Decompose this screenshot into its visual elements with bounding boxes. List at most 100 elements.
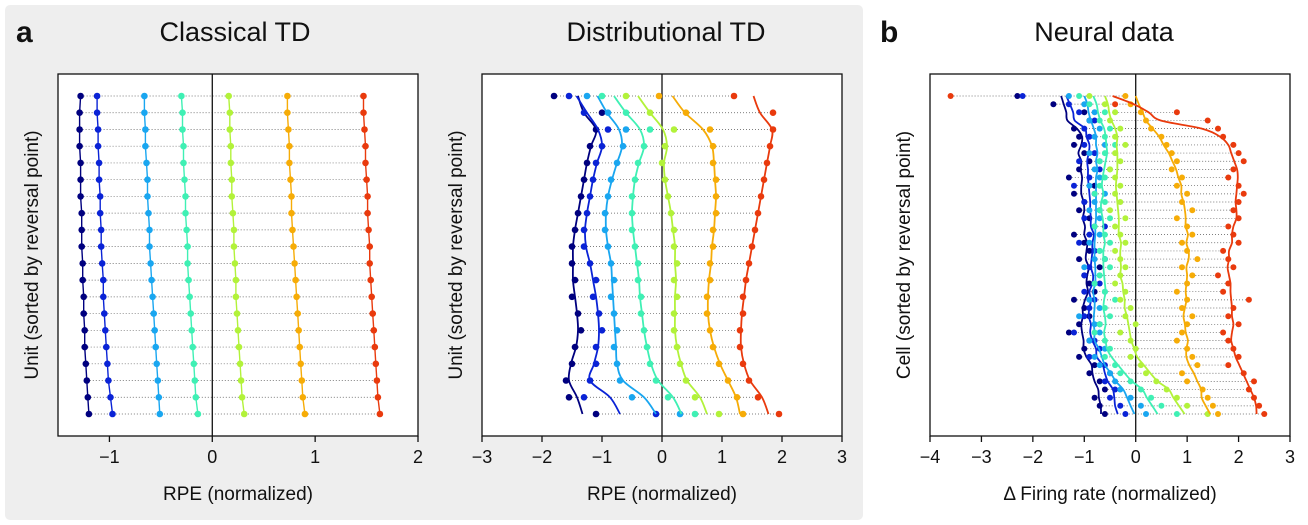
data-point — [607, 260, 615, 267]
data-point — [1122, 288, 1129, 295]
data-point — [1081, 264, 1088, 271]
data-point — [151, 327, 158, 334]
data-point — [598, 142, 606, 150]
data-point — [84, 394, 92, 401]
data-point — [745, 260, 753, 267]
data-point — [628, 394, 636, 401]
data-point — [1107, 394, 1113, 401]
data-point — [670, 126, 678, 133]
data-point — [361, 126, 368, 133]
data-point — [1096, 158, 1103, 165]
data-point — [1112, 190, 1119, 197]
data-point — [364, 209, 371, 217]
data-point — [1137, 386, 1144, 393]
data-point — [1117, 158, 1124, 165]
data-point — [1148, 394, 1155, 401]
data-point — [736, 343, 744, 351]
data-point — [182, 209, 189, 217]
data-point — [100, 293, 107, 301]
data-point — [583, 92, 591, 100]
data-point — [598, 92, 606, 100]
data-point — [288, 193, 295, 200]
data-point — [230, 226, 238, 234]
data-point — [1096, 305, 1103, 311]
data-point — [360, 109, 367, 116]
data-point — [1194, 256, 1201, 263]
data-point — [1096, 272, 1103, 279]
data-point — [1081, 239, 1088, 246]
data-point — [180, 142, 187, 150]
data-point — [1091, 353, 1098, 360]
data-point — [146, 226, 153, 234]
data-point — [613, 360, 621, 368]
data-point — [368, 293, 376, 301]
data-point — [371, 343, 379, 351]
data-point — [1240, 158, 1247, 165]
data-point — [1225, 313, 1232, 320]
data-point — [179, 126, 186, 133]
data-point — [1220, 247, 1227, 254]
data-point — [736, 327, 744, 334]
data-point — [1076, 109, 1083, 116]
data-point — [640, 327, 648, 334]
data-point — [285, 126, 292, 133]
data-point — [284, 109, 291, 116]
data-point — [96, 193, 104, 200]
data-point — [76, 142, 83, 150]
x-tick-label: −1 — [1074, 447, 1095, 467]
data-point — [226, 126, 234, 133]
data-point — [181, 176, 188, 183]
data-point — [1235, 215, 1242, 222]
data-point — [1184, 321, 1191, 328]
data-point — [1209, 402, 1216, 409]
data-point — [1132, 321, 1139, 328]
data-point — [146, 243, 153, 250]
data-point — [619, 142, 627, 150]
data-point — [79, 260, 86, 267]
data-point — [1086, 337, 1093, 344]
data-point — [1096, 280, 1103, 287]
data-point — [76, 109, 83, 116]
data-point — [286, 142, 293, 150]
data-point — [1101, 386, 1108, 393]
data-point — [751, 226, 759, 234]
data-point — [1091, 199, 1098, 205]
data-point — [77, 92, 84, 100]
data-point — [1071, 190, 1077, 197]
x-tick-label: −1 — [592, 447, 613, 467]
data-point — [1086, 264, 1093, 271]
data-point — [1081, 141, 1088, 148]
data-point — [142, 126, 149, 133]
data-point — [1204, 394, 1211, 401]
data-point — [237, 377, 245, 384]
data-point — [153, 360, 160, 368]
data-point — [1076, 313, 1083, 320]
data-point — [586, 377, 594, 384]
data-point — [1081, 313, 1088, 320]
data-point — [1179, 239, 1185, 246]
data-point — [102, 327, 109, 334]
data-point — [1101, 231, 1108, 238]
data-point — [1107, 239, 1113, 246]
data-point — [580, 109, 588, 116]
data-point — [1086, 150, 1093, 157]
data-point — [1076, 166, 1083, 173]
data-point — [739, 310, 747, 317]
data-point — [631, 176, 639, 183]
data-point — [100, 276, 107, 284]
data-point — [1091, 256, 1098, 263]
data-point — [1101, 109, 1108, 116]
data-point — [1256, 402, 1263, 409]
data-point — [1230, 305, 1237, 311]
data-point — [1091, 394, 1098, 401]
data-point — [1251, 394, 1257, 401]
data-point — [1086, 182, 1093, 189]
data-point — [227, 142, 235, 150]
data-point — [709, 243, 717, 250]
data-point — [652, 377, 660, 384]
data-point — [98, 260, 106, 267]
data-point — [661, 142, 669, 150]
data-point — [1179, 174, 1185, 181]
data-point — [1086, 280, 1093, 287]
plot-frame — [57, 73, 419, 437]
